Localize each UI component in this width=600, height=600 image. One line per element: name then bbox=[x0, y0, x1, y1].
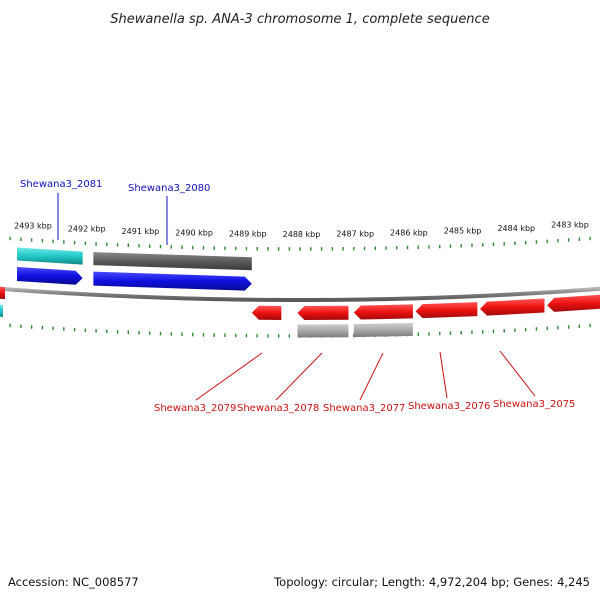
forward-cds-arrow bbox=[17, 266, 83, 285]
reverse-cds-arrow bbox=[353, 304, 413, 320]
tick-label: 2487 kbp bbox=[336, 230, 374, 239]
reverse-gene-label: Shewana3_2075 bbox=[493, 399, 575, 410]
forward-gene-label: Shewana3_2080 bbox=[128, 183, 210, 194]
scale-tick-labels: 2483 kbp 2484 kbp 2485 kbp 2486 kbp 2487 kbp… bbox=[14, 221, 589, 239]
tick-label: 2491 kbp bbox=[122, 227, 160, 236]
reverse-gene-label: Shewana3_2076 bbox=[408, 401, 490, 412]
reverse-label-leader bbox=[439, 351, 448, 399]
tick-label: 2492 kbp bbox=[68, 225, 106, 234]
reverse-gene-block bbox=[297, 324, 349, 338]
reverse-gene-label: Shewana3_2079 bbox=[154, 403, 236, 414]
tick-label: 2484 kbp bbox=[497, 224, 535, 233]
reverse-label-leader bbox=[275, 352, 323, 401]
accession-text: Accession: NC_008577 bbox=[8, 575, 139, 589]
gene-block-partial bbox=[0, 304, 3, 317]
reverse-label-leader bbox=[195, 352, 263, 401]
reverse-gene-label: Shewana3_2078 bbox=[237, 403, 319, 414]
tick-label: 2488 kbp bbox=[283, 230, 321, 239]
chromosome-backbone bbox=[0, 286, 600, 302]
reverse-label-leader bbox=[499, 350, 536, 397]
reverse-cds-arrow bbox=[297, 305, 349, 320]
reverse-cds-arrow bbox=[251, 305, 282, 320]
forward-strand-features bbox=[0, 247, 252, 317]
reverse-gene-block bbox=[353, 322, 413, 338]
reverse-cds-arrow-partial bbox=[0, 286, 5, 300]
tick-label: 2493 kbp bbox=[14, 221, 52, 230]
forward-gene-block bbox=[93, 252, 252, 271]
genome-summary-text: Topology: circular; Length: 4,972,204 bp… bbox=[273, 575, 590, 589]
forward-gene-block bbox=[17, 247, 83, 265]
scale-ticks bbox=[9, 236, 591, 338]
reverse-cds-arrow bbox=[547, 294, 600, 312]
map-title: Shewanella sp. ANA-3 chromosome 1, compl… bbox=[110, 12, 489, 27]
tick-label: 2486 kbp bbox=[390, 228, 428, 237]
tick-label: 2490 kbp bbox=[175, 229, 213, 238]
reverse-cds-arrow bbox=[415, 302, 478, 319]
forward-cds-arrow bbox=[93, 271, 252, 291]
tick-label: 2489 kbp bbox=[229, 230, 267, 239]
reverse-label-leader bbox=[359, 352, 384, 401]
reverse-cds-arrow bbox=[480, 298, 545, 316]
tick-label: 2483 kbp bbox=[551, 221, 589, 230]
tick-label: 2485 kbp bbox=[444, 227, 482, 236]
reverse-gene-label: Shewana3_2077 bbox=[323, 403, 405, 414]
forward-gene-label: Shewana3_2081 bbox=[20, 179, 102, 190]
reverse-strand-features bbox=[251, 294, 600, 338]
